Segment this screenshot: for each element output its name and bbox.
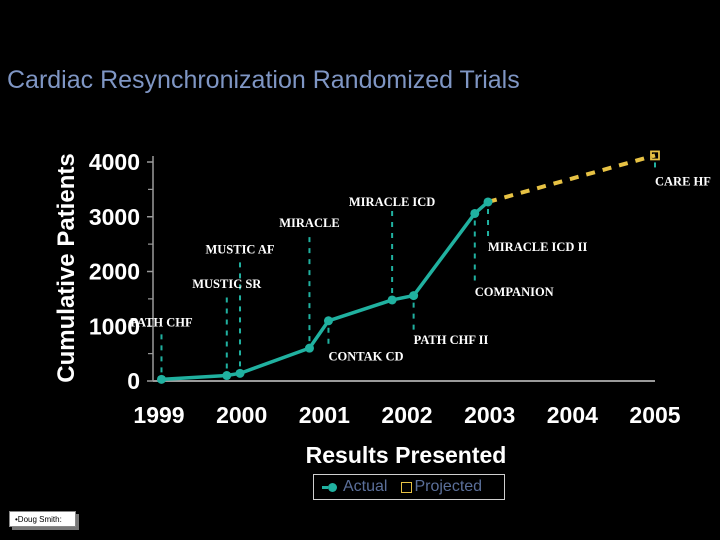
y-tick-label: 0 [127, 368, 140, 394]
speaker-note-box: •Doug Smith: [9, 511, 76, 527]
actual-point [156, 374, 166, 384]
x-axis-label: Results Presented [306, 442, 507, 468]
projected-point [650, 150, 660, 161]
actual-point [409, 291, 419, 301]
projected-series-line [487, 153, 656, 204]
annotation-label: MIRACLE ICD [349, 195, 435, 209]
legend-item-projected: Projected [401, 478, 482, 496]
x-tick-label: 2001 [299, 402, 350, 428]
legend-item-actual: Actual [322, 478, 387, 496]
annotation-label: MIRACLE ICD II [488, 240, 587, 254]
annotation-guides [160, 162, 656, 373]
chart-axes [147, 156, 655, 382]
y-tick-label: 2000 [89, 259, 140, 285]
y-tick-label: 3000 [89, 204, 140, 230]
legend-actual-label: Actual [343, 478, 388, 495]
actual-point [235, 368, 245, 378]
x-tick-label: 2005 [629, 402, 680, 428]
annotation-label: MUSTIC AF [205, 242, 274, 256]
chart-tick-labels: 0 1000 2000 3000 4000 1999 2000 2001 2002 2003 200… [89, 149, 681, 428]
x-tick-label: 1999 [133, 402, 184, 428]
y-tick-label: 4000 [89, 149, 140, 175]
actual-point [470, 208, 480, 218]
annotation-label: MIRACLE [279, 216, 339, 230]
actual-point [304, 343, 314, 353]
annotation-label: PATH CHF II [414, 333, 489, 347]
slide-title: Cardiac Resynchronization Randomized Tri… [7, 66, 520, 94]
annotation-label: CONTAK CD [328, 350, 403, 364]
legend-actual-dot-icon [328, 482, 337, 492]
series-lines [161, 153, 656, 382]
x-tick-label: 2004 [547, 402, 598, 428]
legend-projected-square-icon [401, 481, 413, 493]
y-tick-label: 1000 [89, 313, 140, 339]
annotation-label: COMPANION [475, 285, 554, 299]
annotation-label: PATH CHF [130, 315, 193, 329]
annotation-label: CARE HF [655, 175, 711, 189]
x-tick-label: 2000 [216, 402, 267, 428]
actual-point [483, 197, 493, 207]
annotation-labels: PATH CHF MUSTIC SR MUSTIC AF MIRACLE CONTAK … [130, 175, 711, 364]
legend-actual-line-icon [322, 485, 328, 489]
actual-point [387, 295, 397, 305]
actual-point [222, 371, 232, 381]
y-axis-label: Cumulative Patients [53, 153, 80, 382]
series-points [156, 150, 660, 384]
annotation-label: MUSTIC SR [192, 277, 262, 291]
actual-point [323, 316, 333, 326]
x-tick-label: 2002 [381, 402, 432, 428]
chart-legend: Actual Projected [313, 474, 505, 500]
legend-projected-label: Projected [414, 478, 483, 495]
x-tick-label: 2003 [464, 402, 515, 428]
